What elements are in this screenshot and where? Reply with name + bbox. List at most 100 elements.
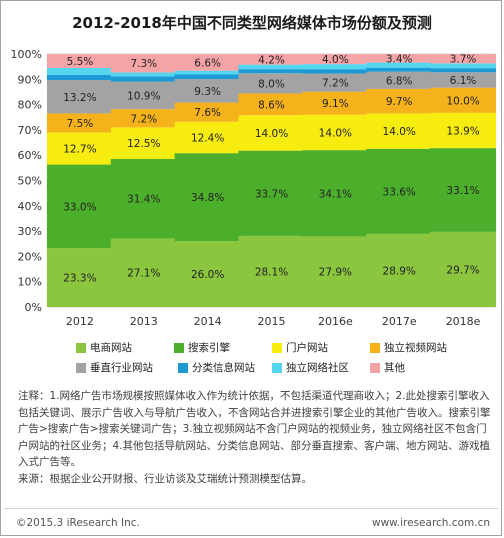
y-tick-label: 40% — [18, 200, 42, 213]
y-tick-label: 100% — [11, 48, 42, 61]
legend-swatch — [272, 362, 282, 373]
bar-segment — [174, 79, 241, 103]
footer-divider — [4, 508, 498, 509]
data-label: 5.5% — [67, 56, 94, 68]
bar-segment — [430, 68, 497, 73]
data-label: 28.1% — [255, 266, 288, 278]
data-label: 3.7% — [450, 54, 477, 66]
bar-segment — [366, 148, 433, 234]
bar-segment — [302, 150, 369, 237]
data-label: 29.7% — [446, 264, 479, 276]
legend-item: 门户网站 — [272, 340, 328, 354]
data-label: 9.3% — [194, 86, 221, 98]
bar-column: 23.3% 33.0% 12.7% 7.5% 13.2% 5.5% — [46, 54, 113, 307]
bar-column: 27.1% 31.4% 12.5% 7.2% 10.9% 7.3% — [110, 54, 177, 307]
bar-segment — [174, 153, 241, 242]
bar-segment — [46, 132, 113, 165]
data-label: 34.8% — [191, 192, 224, 204]
bar-segment — [110, 54, 177, 73]
bar-segment — [238, 64, 305, 70]
legend-label: 搜索引擎 — [188, 342, 230, 354]
data-label: 33.6% — [383, 186, 416, 198]
bar-segment — [430, 148, 497, 232]
legend-item: 电商网站 — [76, 340, 132, 354]
data-label: 6.8% — [386, 75, 413, 87]
bar-segment — [174, 241, 241, 307]
data-label: 12.7% — [63, 143, 96, 155]
data-label: 9.1% — [322, 98, 349, 110]
legend-label: 分类信息网站 — [192, 362, 255, 374]
copyright: ©2015.3 iResearch Inc. — [16, 517, 140, 529]
bar-segment — [46, 164, 113, 249]
x-tick-label: 2012 — [66, 315, 94, 328]
bar-segment — [430, 112, 497, 149]
bar-segment — [302, 91, 369, 115]
x-tick-label: 2017e — [382, 315, 417, 328]
bar-segment — [430, 72, 497, 88]
bar-segment — [238, 150, 305, 236]
bar-segment — [238, 73, 305, 94]
x-tick-label: 2014 — [194, 315, 222, 328]
bar-segment — [46, 54, 113, 68]
data-label: 8.6% — [258, 99, 285, 111]
bar-segment — [302, 236, 369, 307]
y-tick-label: 80% — [18, 99, 42, 112]
bar-segment — [302, 73, 369, 92]
source-text: 来源：根据企业公开财报、行业访谈及艾瑞统计预测模型估算。 — [18, 472, 312, 485]
legend-swatch — [174, 342, 184, 353]
bar-segment — [174, 70, 241, 75]
x-tick-label: 2016e — [318, 315, 353, 328]
bar-segment — [302, 64, 369, 70]
data-label: 13.9% — [446, 126, 479, 138]
bar-segment — [110, 158, 177, 239]
note-text: 注释：1.网络广告市场规模按照媒体收入作为统计依据，不包括渠道代理商收入；2.此… — [18, 390, 491, 468]
bar-segment — [302, 69, 369, 74]
data-label: 33.0% — [63, 201, 96, 213]
bar-segment — [174, 102, 241, 122]
legend-item: 独立网络社区 — [272, 360, 349, 374]
y-axis: 0% 10% 20% 30% 40% 50% 60% 70% 80% 90% 100% — [11, 48, 42, 314]
data-label: 6.6% — [194, 57, 221, 69]
bar-segment — [110, 109, 177, 128]
legend-label: 独立网络社区 — [286, 362, 349, 374]
y-tick-label: 20% — [18, 250, 42, 263]
bar-segment — [366, 62, 433, 68]
y-tick-label: 0% — [25, 301, 42, 314]
legend-item: 独立视频网站 — [370, 340, 447, 354]
bar-segment — [430, 54, 497, 64]
bar-segment — [238, 235, 305, 307]
data-label: 27.9% — [319, 267, 352, 279]
legend-item: 垂直行业网站 — [76, 360, 153, 374]
website-url: www.iresearch.com.cn — [371, 517, 490, 529]
data-label: 4.0% — [322, 54, 349, 66]
data-label: 33.1% — [446, 185, 479, 197]
bar-segment — [366, 113, 433, 149]
bar-segment — [366, 88, 433, 114]
legend-label: 电商网站 — [90, 342, 132, 354]
bar-segment — [110, 81, 177, 110]
data-label: 12.5% — [127, 138, 160, 150]
bar-segment — [46, 74, 113, 81]
data-label: 10.9% — [127, 90, 160, 102]
bar-column: 26.0% 34.8% 12.4% 7.6% 9.3% 6.6% — [174, 54, 241, 307]
data-label: 33.7% — [255, 188, 288, 200]
bar-segment — [302, 54, 369, 65]
bar-segment — [174, 121, 241, 154]
data-label: 7.2% — [130, 113, 157, 125]
bar-segment — [366, 71, 433, 89]
y-tick-label: 90% — [18, 73, 42, 86]
bar-column: 28.9% 33.6% 14.0% 9.7% 6.8% 3.4% — [366, 53, 433, 307]
bar-segment — [430, 87, 497, 113]
data-label: 3.4% — [386, 53, 413, 65]
bar-segment — [174, 54, 241, 71]
legend-swatch — [76, 342, 86, 353]
data-label: 28.9% — [383, 265, 416, 277]
bar-segment — [302, 114, 369, 151]
chart-title: 2012-2018年中国不同类型网络媒体市场份额及预测 — [72, 14, 432, 32]
y-tick-label: 30% — [18, 225, 42, 238]
bar-segment — [238, 93, 305, 116]
legend-label: 垂直行业网站 — [90, 362, 153, 374]
data-label: 7.3% — [130, 58, 157, 70]
bar-segment — [366, 233, 433, 307]
bar-segment — [430, 231, 497, 307]
